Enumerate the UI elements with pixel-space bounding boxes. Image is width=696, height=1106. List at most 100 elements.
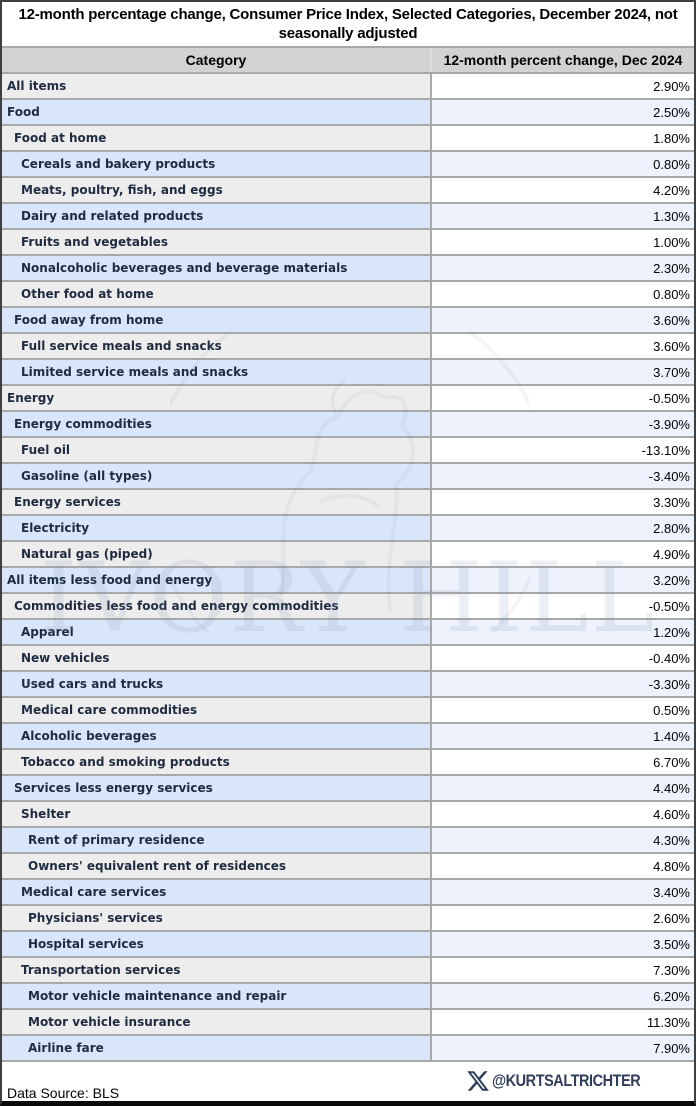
table-row: Tobacco and smoking products 6.70%	[2, 750, 694, 776]
value-cell: 4.60%	[432, 802, 694, 826]
category-cell: Electricity	[2, 516, 432, 540]
value-cell: 0.50%	[432, 698, 694, 722]
table-row: Cereals and bakery products 0.80%	[2, 152, 694, 178]
table-header-row: Category 12-month percent change, Dec 20…	[2, 46, 694, 74]
category-cell: Full service meals and snacks	[2, 334, 432, 358]
table-row: Hospital services 3.50%	[2, 932, 694, 958]
author-credit[interactable]: @KURTSALTRICHTER	[466, 1069, 666, 1093]
category-cell: Hospital services	[2, 932, 432, 956]
category-cell: All items	[2, 74, 432, 98]
value-cell: -3.30%	[432, 672, 694, 696]
credit-handle: @KURTSALTRICHTER	[491, 1071, 641, 1090]
category-cell: Owners' equivalent rent of residences	[2, 854, 432, 878]
value-cell: 7.90%	[432, 1036, 694, 1060]
table-row: Electricity 2.80%	[2, 516, 694, 542]
category-cell: Food	[2, 100, 432, 124]
value-cell: -0.50%	[432, 386, 694, 410]
value-cell: 3.40%	[432, 880, 694, 904]
table-row: Transportation services 7.30%	[2, 958, 694, 984]
value-cell: 6.70%	[432, 750, 694, 774]
table-row: Energy -0.50%	[2, 386, 694, 412]
column-header-category: Category	[2, 48, 432, 72]
value-cell: 11.30%	[432, 1010, 694, 1034]
category-cell: Food away from home	[2, 308, 432, 332]
table-row: Natural gas (piped) 4.90%	[2, 542, 694, 568]
category-cell: Tobacco and smoking products	[2, 750, 432, 774]
category-cell: Fruits and vegetables	[2, 230, 432, 254]
table-row: New vehicles -0.40%	[2, 646, 694, 672]
table-row: All items less food and energy 3.20%	[2, 568, 694, 594]
value-cell: 2.90%	[432, 74, 694, 98]
table-row: Airline fare 7.90%	[2, 1036, 694, 1062]
table-row: Alcoholic beverages 1.40%	[2, 724, 694, 750]
value-cell: 1.80%	[432, 126, 694, 150]
category-cell: Medical care commodities	[2, 698, 432, 722]
category-cell: Used cars and trucks	[2, 672, 432, 696]
table-row: Gasoline (all types) -3.40%	[2, 464, 694, 490]
value-cell: 0.80%	[432, 282, 694, 306]
value-cell: -0.50%	[432, 594, 694, 618]
category-cell: Cereals and bakery products	[2, 152, 432, 176]
table-row: Food 2.50%	[2, 100, 694, 126]
category-cell: Dairy and related products	[2, 204, 432, 228]
category-cell: Limited service meals and snacks	[2, 360, 432, 384]
table-row: All items 2.90%	[2, 74, 694, 100]
table-row: Shelter 4.60%	[2, 802, 694, 828]
category-cell: Food at home	[2, 126, 432, 150]
value-cell: -3.40%	[432, 464, 694, 488]
category-cell: Motor vehicle insurance	[2, 1010, 432, 1034]
value-cell: 4.30%	[432, 828, 694, 852]
table-row: Motor vehicle maintenance and repair 6.20…	[2, 984, 694, 1010]
table-row: Food away from home 3.60%	[2, 308, 694, 334]
table-row: Apparel 1.20%	[2, 620, 694, 646]
category-cell: Nonalcoholic beverages and beverage mate…	[2, 256, 432, 280]
category-cell: Services less energy services	[2, 776, 432, 800]
value-cell: 3.60%	[432, 308, 694, 332]
value-cell: 7.30%	[432, 958, 694, 982]
value-cell: 2.30%	[432, 256, 694, 280]
value-cell: 2.50%	[432, 100, 694, 124]
table-row: Commodities less food and energy commodi…	[2, 594, 694, 620]
category-cell: Meats, poultry, fish, and eggs	[2, 178, 432, 202]
value-cell: 2.80%	[432, 516, 694, 540]
category-cell: Airline fare	[2, 1036, 432, 1060]
table-row: Meats, poultry, fish, and eggs 4.20%	[2, 178, 694, 204]
category-cell: Rent of primary residence	[2, 828, 432, 852]
table-row: Services less energy services 4.40%	[2, 776, 694, 802]
table-row: Medical care commodities 0.50%	[2, 698, 694, 724]
value-cell: -13.10%	[432, 438, 694, 462]
category-cell: Gasoline (all types)	[2, 464, 432, 488]
table-row: Energy services 3.30%	[2, 490, 694, 516]
value-cell: 3.70%	[432, 360, 694, 384]
cpi-table: Category 12-month percent change, Dec 20…	[2, 46, 694, 1062]
value-cell: 1.00%	[432, 230, 694, 254]
category-cell: All items less food and energy	[2, 568, 432, 592]
table-row: Physicians' services 2.60%	[2, 906, 694, 932]
table-row: Energy commodities -3.90%	[2, 412, 694, 438]
table-row: Medical care services 3.40%	[2, 880, 694, 906]
table-row: Used cars and trucks -3.30%	[2, 672, 694, 698]
category-cell: Energy services	[2, 490, 432, 514]
value-cell: 0.80%	[432, 152, 694, 176]
value-cell: 3.50%	[432, 932, 694, 956]
table-row: Nonalcoholic beverages and beverage mate…	[2, 256, 694, 282]
table-body: All items 2.90% Food 2.50% Food at home 1.80%…	[2, 74, 694, 1062]
table-row: Dairy and related products 1.30%	[2, 204, 694, 230]
category-cell: Energy	[2, 386, 432, 410]
value-cell: 4.80%	[432, 854, 694, 878]
category-cell: Natural gas (piped)	[2, 542, 432, 566]
value-cell: 1.40%	[432, 724, 694, 748]
value-cell: 3.20%	[432, 568, 694, 592]
category-cell: Apparel	[2, 620, 432, 644]
table-row: Other food at home 0.80%	[2, 282, 694, 308]
table-row: Limited service meals and snacks 3.70%	[2, 360, 694, 386]
table-row: Full service meals and snacks 3.60%	[2, 334, 694, 360]
table-row: Owners' equivalent rent of residences 4.8…	[2, 854, 694, 880]
category-cell: Energy commodities	[2, 412, 432, 436]
category-cell: Physicians' services	[2, 906, 432, 930]
category-cell: Commodities less food and energy commodi…	[2, 594, 432, 618]
value-cell: 3.30%	[432, 490, 694, 514]
table-row: Rent of primary residence 4.30%	[2, 828, 694, 854]
value-cell: 4.40%	[432, 776, 694, 800]
